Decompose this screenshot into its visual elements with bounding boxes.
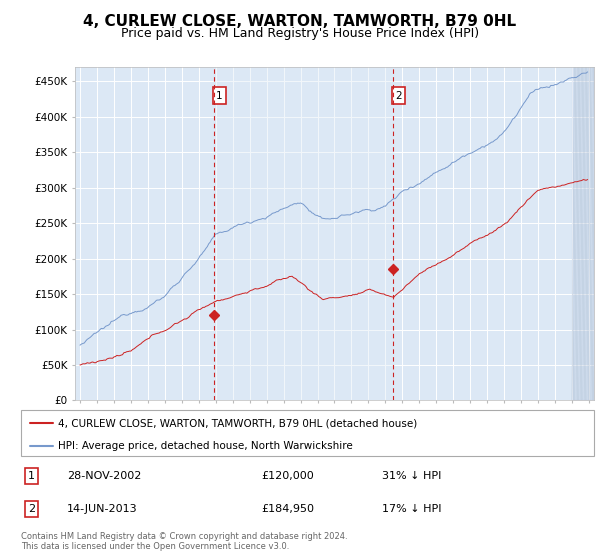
Text: 28-NOV-2002: 28-NOV-2002 — [67, 471, 141, 481]
Text: HPI: Average price, detached house, North Warwickshire: HPI: Average price, detached house, Nort… — [58, 441, 353, 451]
Text: 1: 1 — [216, 91, 223, 101]
Text: Contains HM Land Registry data © Crown copyright and database right 2024.
This d: Contains HM Land Registry data © Crown c… — [21, 532, 347, 552]
Text: 2: 2 — [28, 504, 35, 514]
Text: 4, CURLEW CLOSE, WARTON, TAMWORTH, B79 0HL: 4, CURLEW CLOSE, WARTON, TAMWORTH, B79 0… — [83, 14, 517, 29]
Text: 1: 1 — [28, 471, 35, 481]
Text: Price paid vs. HM Land Registry's House Price Index (HPI): Price paid vs. HM Land Registry's House … — [121, 27, 479, 40]
Bar — [214, 67, 393, 400]
Text: 2: 2 — [395, 91, 401, 101]
Text: £120,000: £120,000 — [262, 471, 314, 481]
Text: 17% ↓ HPI: 17% ↓ HPI — [382, 504, 442, 514]
Text: 14-JUN-2013: 14-JUN-2013 — [67, 504, 137, 514]
Text: 31% ↓ HPI: 31% ↓ HPI — [382, 471, 442, 481]
Text: £184,950: £184,950 — [262, 504, 314, 514]
FancyBboxPatch shape — [21, 410, 594, 456]
Text: 4, CURLEW CLOSE, WARTON, TAMWORTH, B79 0HL (detached house): 4, CURLEW CLOSE, WARTON, TAMWORTH, B79 0… — [58, 418, 418, 428]
